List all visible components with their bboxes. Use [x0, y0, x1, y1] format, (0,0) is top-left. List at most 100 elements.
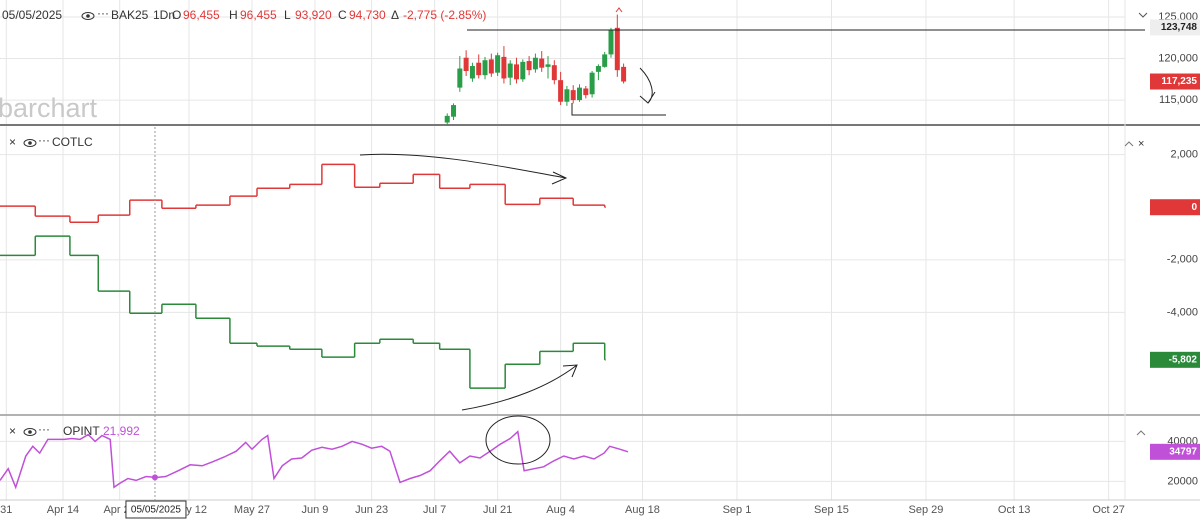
candle-body	[457, 68, 463, 88]
crosshair-point	[151, 474, 158, 481]
candle-body	[570, 90, 576, 101]
candle-body	[589, 72, 595, 95]
y-tick-label: 115,000	[1159, 94, 1198, 106]
candle-body	[501, 56, 507, 79]
drawn-arrow	[639, 67, 656, 104]
candle-body	[621, 66, 627, 82]
last-value-label: 123,748	[1161, 22, 1198, 33]
candle-body	[595, 66, 601, 72]
x-tick-label: Oct 27	[1092, 504, 1124, 516]
collapse-icon[interactable]	[1138, 12, 1148, 18]
move-icon[interactable]	[1136, 430, 1146, 436]
eye-icon[interactable]	[81, 12, 95, 20]
crosshair-label: 05/05/2025	[131, 505, 181, 516]
candle-body	[551, 65, 557, 81]
watermark: barchart	[0, 93, 98, 123]
eye-icon	[28, 141, 32, 145]
candle-body	[608, 30, 614, 55]
x-tick-label: Oct 13	[998, 504, 1030, 516]
candle-body	[564, 89, 570, 102]
high-value: 96,455	[240, 8, 277, 22]
candle-body	[469, 66, 475, 79]
marks-layer: 31 Apr 14 Apr 28 May 12 May 27 Jun 9 Jun 23 Jul…	[0, 11, 1200, 519]
candle-body	[614, 27, 620, 71]
last-value-label: 34797	[1169, 446, 1197, 457]
low-value: 93,920	[295, 8, 332, 22]
last-value-label: 117,235	[1161, 76, 1197, 87]
candle-body	[526, 61, 532, 71]
candle-body	[520, 61, 526, 80]
candle-body	[577, 87, 583, 101]
crosshair-label-box	[125, 500, 187, 519]
pane-title: OPINT	[63, 424, 100, 438]
drawn-arrow	[359, 153, 568, 185]
y-tick-label: 120,000	[1158, 52, 1198, 64]
close-label: C	[338, 8, 347, 22]
y-tick-label: 2,000	[1170, 149, 1198, 161]
drawn-circle	[485, 415, 551, 465]
move-icon[interactable]	[1124, 141, 1134, 147]
candle-body	[558, 80, 564, 102]
close-icon[interactable]: ×	[9, 424, 16, 438]
last-value-tag	[1150, 443, 1200, 460]
candle-body	[583, 88, 589, 96]
x-tick-label: Apr 14	[47, 504, 79, 516]
symbol: BAK25	[111, 8, 149, 22]
low-label: L	[284, 8, 291, 22]
x-tick-label: Aug 18	[625, 504, 660, 516]
menu-dots[interactable]: ···	[38, 133, 50, 147]
high-label: H	[229, 8, 238, 22]
eye-icon	[86, 14, 90, 18]
y-tick-label: 20000	[1167, 475, 1198, 487]
candle-body	[463, 57, 469, 72]
x-tick-label: Sep 29	[909, 504, 944, 516]
candle-body	[545, 64, 551, 67]
x-tick-label: Jun 23	[355, 504, 388, 516]
eye-icon[interactable]	[23, 139, 37, 147]
marker-icon	[615, 7, 623, 13]
last-value-tag	[1150, 199, 1200, 216]
candle-body	[539, 58, 545, 68]
change-label: Δ	[391, 8, 399, 22]
x-tick-label: Jul 21	[483, 504, 512, 516]
candle-body	[514, 64, 520, 80]
x-tick-label: Sep 1	[723, 504, 752, 516]
candle-body	[532, 57, 538, 70]
change-value: -2,775 (-2.85%)	[403, 8, 486, 22]
x-tick-label: Sep 15	[814, 504, 849, 516]
open-label: O	[172, 8, 181, 22]
date: 05/05/2025	[2, 8, 62, 22]
candle-body	[482, 60, 488, 76]
x-tick-label: Jul 7	[423, 504, 446, 516]
last-value-tag	[1150, 73, 1200, 90]
menu-dots[interactable]: ···	[97, 6, 109, 20]
x-tick-label: 31	[0, 504, 12, 516]
line	[0, 430, 629, 490]
candle-body	[507, 63, 513, 78]
close-icon[interactable]: ×	[9, 135, 16, 149]
eye-icon	[28, 430, 32, 434]
candle-body	[444, 115, 450, 123]
open-value: 96,455	[183, 8, 220, 22]
x-tick-label: May 27	[234, 504, 270, 516]
candle-body	[495, 55, 501, 73]
drawn-arrow	[461, 364, 578, 411]
candle-body	[476, 62, 482, 76]
close-icon[interactable]: ×	[1138, 138, 1144, 150]
candle-body	[602, 54, 608, 67]
x-tick-label: Aug 4	[546, 504, 575, 516]
last-value-label: 0	[1191, 202, 1197, 213]
eye-icon[interactable]	[23, 428, 37, 436]
pane-title: COTLC	[52, 135, 93, 149]
close-value: 94,730	[349, 8, 386, 22]
candle-body	[451, 105, 457, 117]
candle-body	[488, 59, 494, 74]
crosshair-value: 21,992	[103, 424, 140, 438]
y-tick-label: -4,000	[1167, 306, 1198, 318]
interval: 1Dn	[153, 8, 175, 22]
last-value-tag	[1150, 19, 1200, 36]
menu-dots[interactable]: ···	[38, 422, 50, 436]
y-tick-label: -2,000	[1167, 254, 1198, 266]
